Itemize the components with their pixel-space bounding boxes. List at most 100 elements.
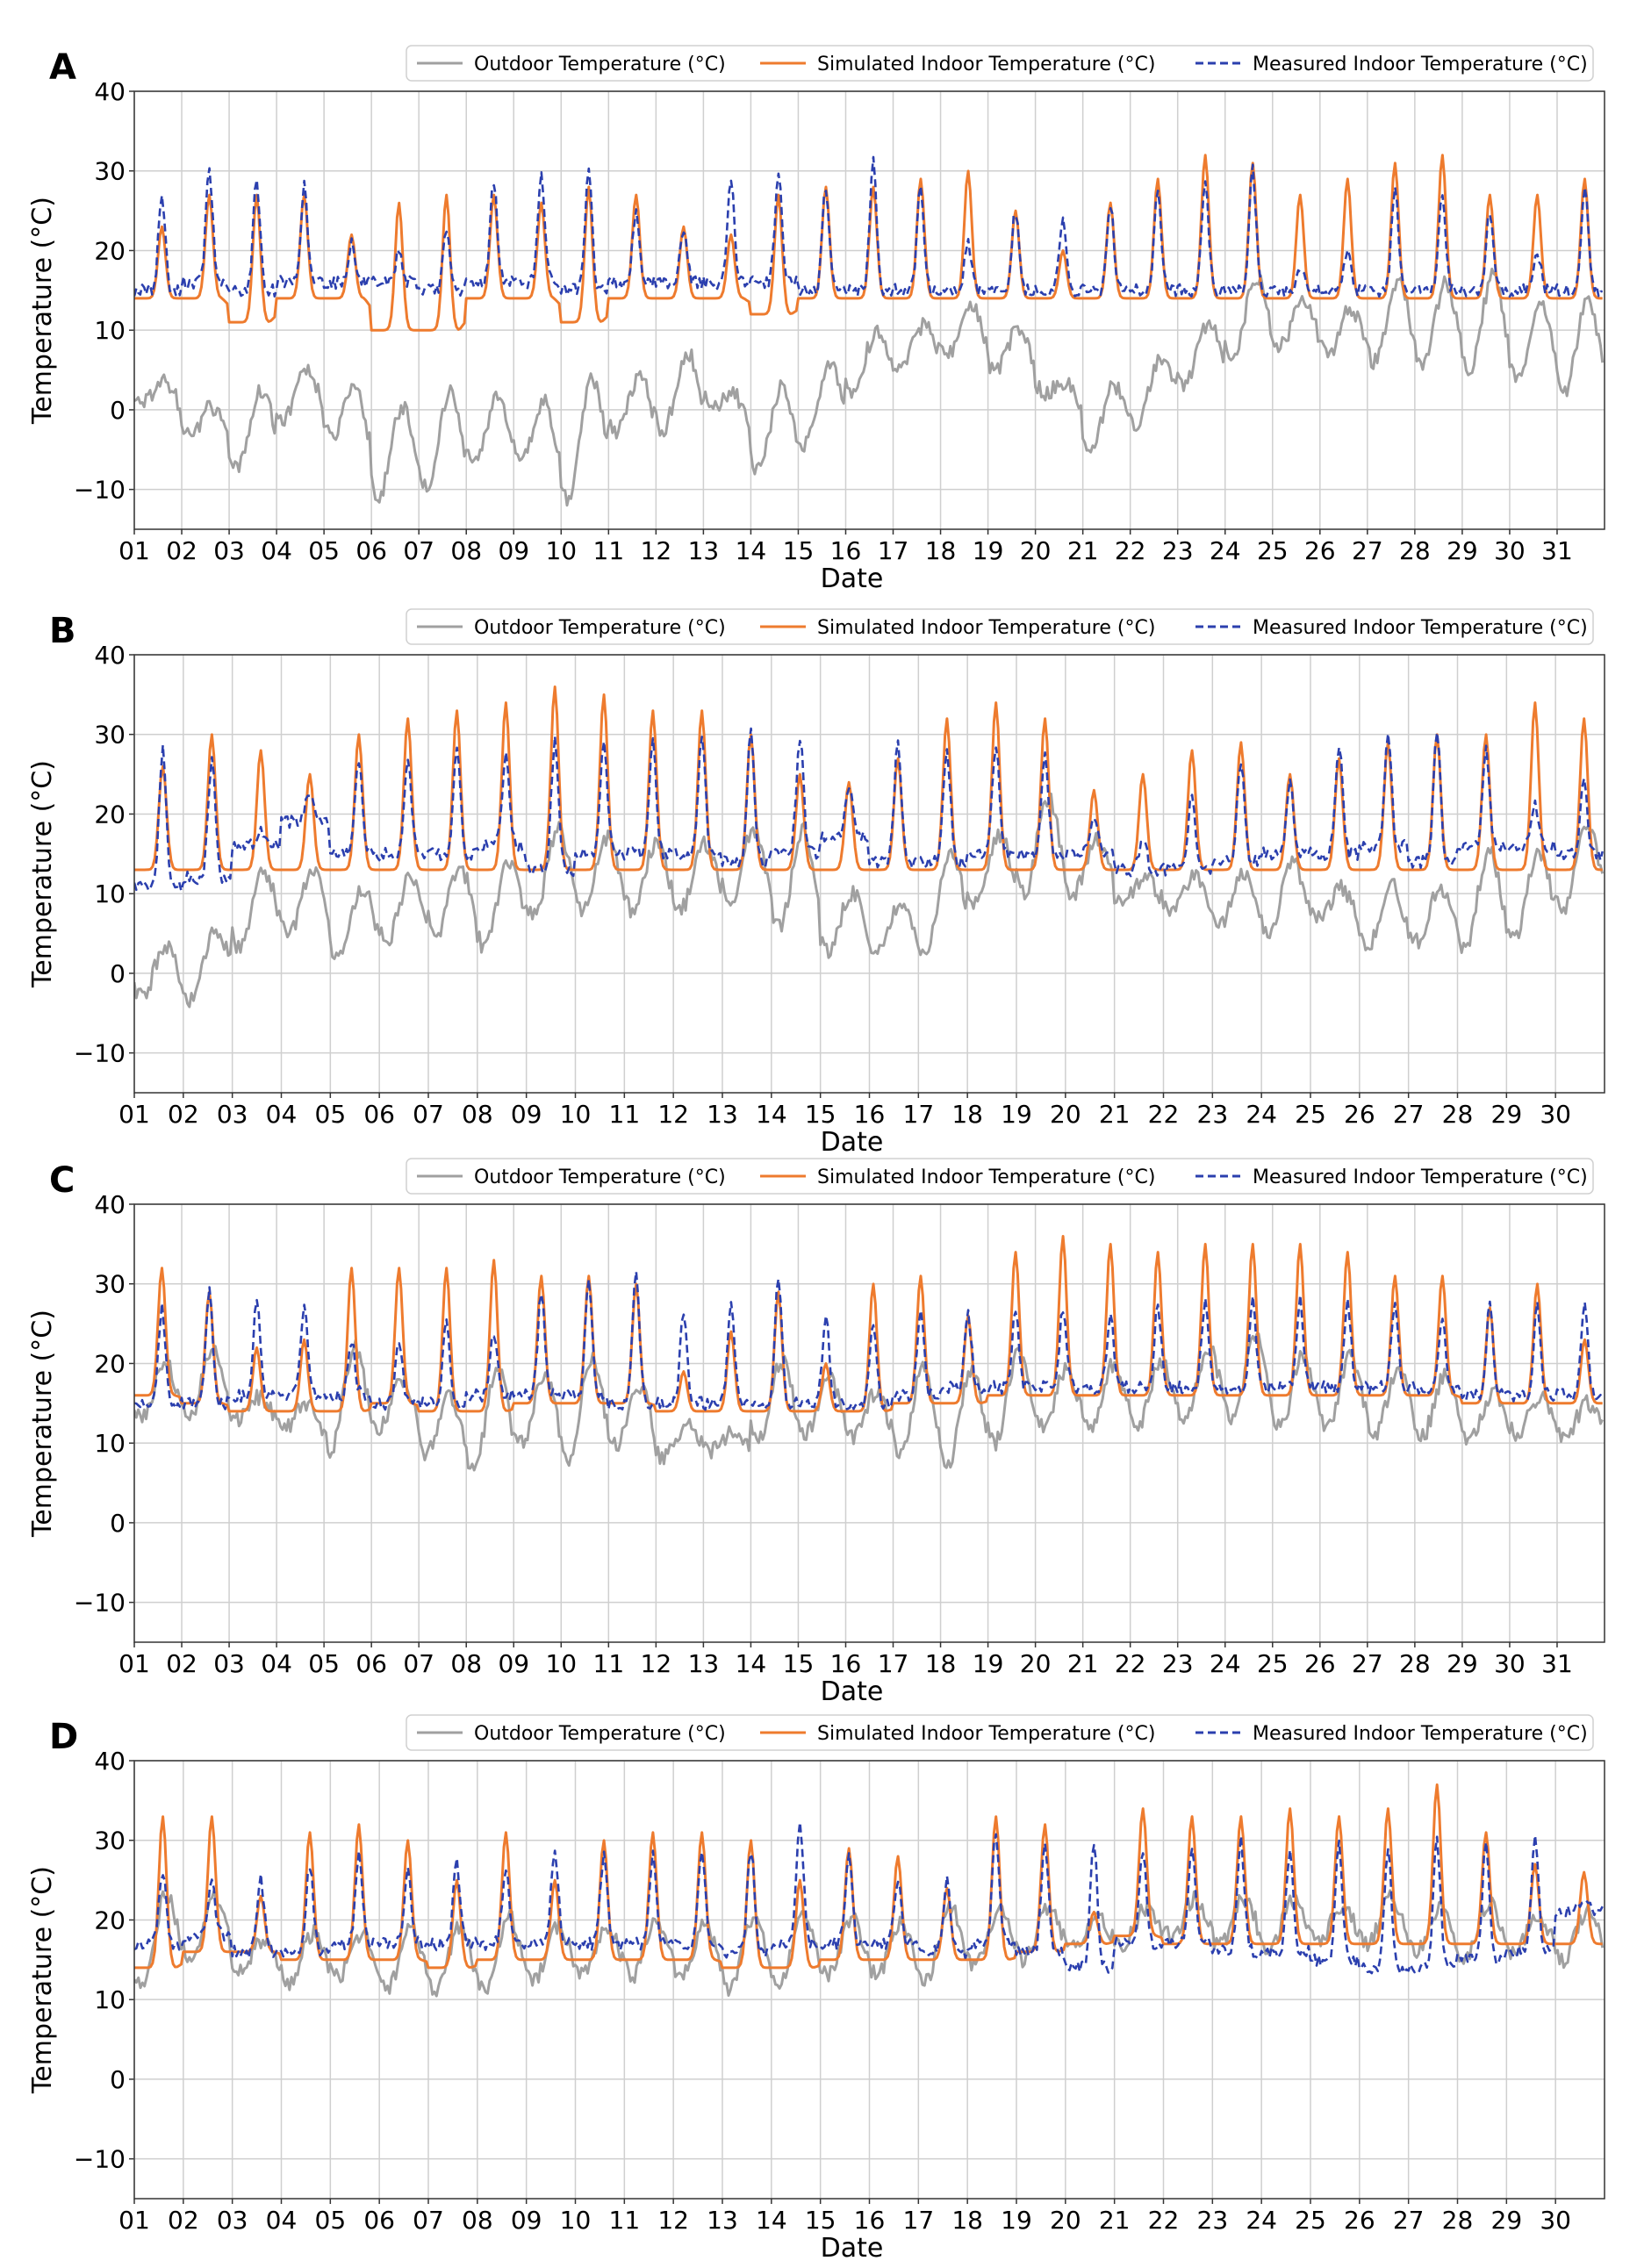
x-tick-label: 20 xyxy=(1020,536,1052,565)
x-tick-label: 07 xyxy=(403,1649,434,1678)
x-tick-label: 25 xyxy=(1295,2206,1326,2235)
y-tick-label: 10 xyxy=(94,316,126,345)
x-tick-label: 24 xyxy=(1210,1649,1241,1678)
x-tick-label: 02 xyxy=(168,1100,199,1129)
x-tick-label: 28 xyxy=(1399,1649,1431,1678)
x-tick-label: 11 xyxy=(593,536,625,565)
x-tick-label: 22 xyxy=(1148,2206,1180,2235)
x-axis-label: Date xyxy=(821,563,884,594)
x-tick-label: 23 xyxy=(1162,536,1194,565)
y-axis-label: Temperature (°C) xyxy=(27,760,58,988)
x-tick-label: 18 xyxy=(925,536,957,565)
x-tick-label: 24 xyxy=(1210,536,1241,565)
x-tick-label: 13 xyxy=(707,1100,738,1129)
y-tick-label: 40 xyxy=(94,641,126,670)
outdoor-temperature-line xyxy=(134,792,1605,1008)
x-tick-label: 13 xyxy=(688,1649,720,1678)
x-tick-label: 06 xyxy=(363,2206,395,2235)
panel-a: A −10 0 10 20 30 40 01 02 03 04 05 06 07 08 09 10 11 12 13 1… xyxy=(27,45,1605,594)
x-tick-label: 16 xyxy=(854,1100,886,1129)
legend-label-simulated: Simulated Indoor Temperature (°C) xyxy=(817,1166,1155,1188)
x-tick-label: 27 xyxy=(1352,1649,1383,1678)
x-tick-label: 24 xyxy=(1246,2206,1277,2235)
x-tick-label: 21 xyxy=(1099,1100,1131,1129)
x-tick-label: 07 xyxy=(413,2206,444,2235)
x-tick-label: 14 xyxy=(736,1649,767,1678)
y-axis-label: Temperature (°C) xyxy=(27,1310,58,1538)
x-tick-label: 21 xyxy=(1067,1649,1099,1678)
x-axis-label: Date xyxy=(821,1127,884,1158)
legend-label-measured: Measured Indoor Temperature (°C) xyxy=(1253,54,1588,75)
x-tick-label: 22 xyxy=(1115,1649,1146,1678)
x-tick-label: 06 xyxy=(363,1100,395,1129)
x-tick-label: 28 xyxy=(1442,1100,1474,1129)
x-tick-label: 26 xyxy=(1304,1649,1336,1678)
x-tick-label: 09 xyxy=(511,1100,542,1129)
x-tick-label: 03 xyxy=(213,1649,245,1678)
x-tick-label: 01 xyxy=(118,2206,150,2235)
legend-label-measured: Measured Indoor Temperature (°C) xyxy=(1253,1166,1588,1188)
legend-box xyxy=(406,45,1594,82)
y-tick-label: −10 xyxy=(74,476,126,505)
simulated-temperature-line xyxy=(134,1235,1603,1413)
x-tick-label: 17 xyxy=(878,1649,909,1678)
simulated-temperature-line xyxy=(134,685,1603,872)
y-tick-label: 40 xyxy=(94,77,126,106)
x-tick-label: 05 xyxy=(315,1100,347,1129)
x-tick-label: 28 xyxy=(1399,536,1431,565)
x-tick-label: 29 xyxy=(1447,1649,1478,1678)
y-tick-label: 20 xyxy=(94,1349,126,1378)
legend-label-simulated: Simulated Indoor Temperature (°C) xyxy=(817,1723,1155,1745)
outdoor-temperature-line xyxy=(134,267,1605,507)
x-tick-label: 07 xyxy=(413,1100,444,1129)
x-tick-label: 16 xyxy=(830,536,862,565)
x-tick-label: 03 xyxy=(217,1100,248,1129)
panel-c: C −10 0 10 20 30 40 01 02 03 04 05 06 07 08 09 10 11 12 13 1… xyxy=(27,1158,1605,1707)
panel-letter: C xyxy=(49,1160,75,1201)
y-tick-label: −10 xyxy=(74,1039,126,1068)
x-tick-label: 01 xyxy=(118,1100,150,1129)
legend: Outdoor Temperature (°C) Simulated Indoor… xyxy=(406,45,1594,82)
x-tick-label: 02 xyxy=(166,536,197,565)
x-tick-label: 05 xyxy=(308,536,340,565)
x-tick-label: 27 xyxy=(1393,2206,1425,2235)
panel-letter: A xyxy=(49,47,76,88)
legend-label-simulated: Simulated Indoor Temperature (°C) xyxy=(817,617,1155,639)
x-tick-label: 14 xyxy=(736,536,767,565)
x-tick-label: 12 xyxy=(657,2206,689,2235)
x-axis-label: Date xyxy=(821,1676,884,1707)
measured-temperature-line xyxy=(134,1270,1604,1411)
x-tick-label: 06 xyxy=(355,536,387,565)
legend-label-simulated: Simulated Indoor Temperature (°C) xyxy=(817,54,1155,75)
x-tick-label: 14 xyxy=(756,1100,787,1129)
x-tick-label: 17 xyxy=(903,2206,935,2235)
x-tick-label: 24 xyxy=(1246,1100,1277,1129)
panel-d: D −10 0 10 20 30 40 01 02 03 04 05 06 07 08 09 10 11 12 13 1… xyxy=(27,1714,1605,2264)
x-axis-label: Date xyxy=(821,2233,884,2264)
x-tick-label: 15 xyxy=(805,1100,836,1129)
x-tick-label: 17 xyxy=(878,536,909,565)
x-tick-label: 14 xyxy=(756,2206,787,2235)
legend-label-measured: Measured Indoor Temperature (°C) xyxy=(1253,617,1588,639)
x-tick-label: 01 xyxy=(118,1649,150,1678)
x-tick-label: 10 xyxy=(545,536,577,565)
panel-letter: B xyxy=(49,611,76,651)
legend-label-measured: Measured Indoor Temperature (°C) xyxy=(1253,1723,1588,1745)
x-tick-label: 31 xyxy=(1541,1649,1573,1678)
x-tick-label: 16 xyxy=(854,2206,886,2235)
x-tick-label: 21 xyxy=(1067,536,1099,565)
y-tick-label: 30 xyxy=(94,157,126,186)
x-tick-label: 19 xyxy=(1001,2206,1032,2235)
x-tick-label: 07 xyxy=(403,536,434,565)
x-tick-label: 13 xyxy=(688,536,720,565)
x-tick-label: 15 xyxy=(783,536,815,565)
x-tick-label: 20 xyxy=(1050,1100,1081,1129)
x-tick-label: 04 xyxy=(261,536,292,565)
x-tick-label: 23 xyxy=(1197,2206,1229,2235)
x-tick-label: 29 xyxy=(1491,2206,1523,2235)
x-tick-label: 08 xyxy=(450,536,482,565)
y-tick-label: 0 xyxy=(110,396,126,425)
x-tick-label: 22 xyxy=(1115,536,1146,565)
x-tick-label: 04 xyxy=(266,2206,298,2235)
x-tick-label: 06 xyxy=(355,1649,387,1678)
